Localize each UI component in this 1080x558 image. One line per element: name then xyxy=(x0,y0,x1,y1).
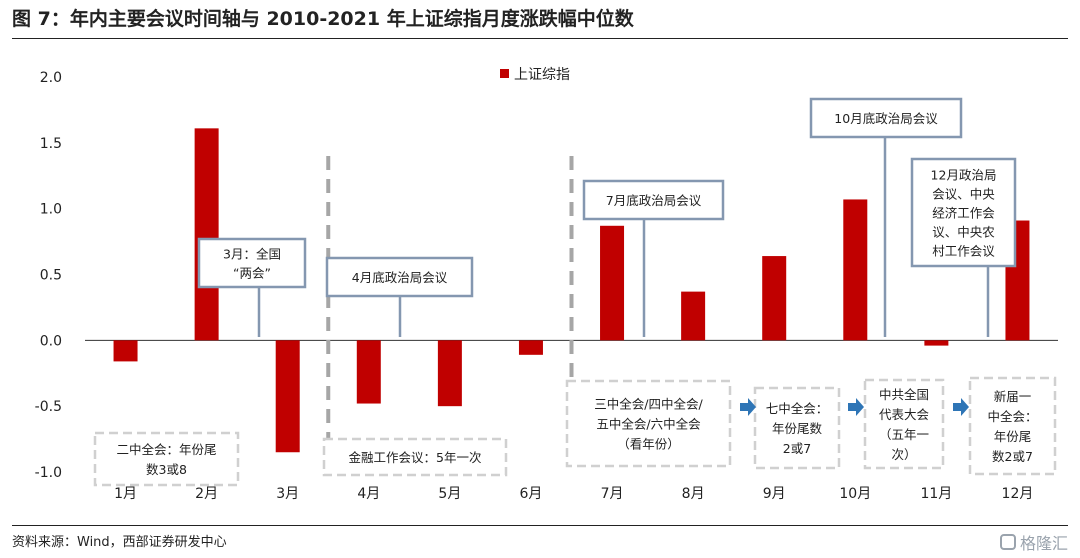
meeting-callout-text: “两会” xyxy=(233,266,271,281)
right-arrow-icon xyxy=(953,398,969,416)
plenum-note-text: 次） xyxy=(891,447,916,462)
plenum-note-text: 五中全会/六中全会 xyxy=(596,417,701,432)
plenum-note-text: 中全会： xyxy=(987,409,1037,424)
meeting-callout-frame xyxy=(910,157,1017,268)
x-tick-label: 11月 xyxy=(920,486,952,502)
x-tick-label: 9月 xyxy=(763,486,786,502)
top-rule xyxy=(12,38,1068,39)
plenum-note-frame xyxy=(565,379,732,468)
bar xyxy=(113,340,138,362)
watermark-text: 格隆汇 xyxy=(1019,534,1068,553)
meeting-callout: 10月底政治局会议 xyxy=(809,97,963,139)
plenum-note-text: 新届一 xyxy=(994,389,1032,404)
meeting-callout-text: 3月：全国 xyxy=(223,247,281,262)
x-tick-label: 3月 xyxy=(276,486,299,502)
bottom-rule xyxy=(12,525,1068,526)
chart-title: 图 7：年内主要会议时间轴与 2010-2021 年上证综指月度涨跌幅中位数 xyxy=(12,8,634,30)
x-tick-label: 1月 xyxy=(114,486,137,502)
meeting-callout: 3月：全国 “两会” xyxy=(197,237,307,289)
plenum-note-text: 2或7 xyxy=(783,441,811,456)
meeting-callout: 7月底政治局会议 xyxy=(582,179,725,221)
legend-label: 上证综指 xyxy=(514,67,570,83)
watermark-logo-icon xyxy=(999,534,1016,550)
y-tick-label: 1.0 xyxy=(40,202,62,218)
legend-swatch xyxy=(500,69,509,78)
plenum-note-text: 三中全会/四中全会/ xyxy=(594,397,703,412)
x-tick-label: 8月 xyxy=(682,486,705,502)
meeting-callout-frame xyxy=(197,237,307,289)
right-arrow-icon xyxy=(740,398,756,416)
meeting-callout-text: 10月底政治局会议 xyxy=(834,111,938,126)
x-tick-label: 10月 xyxy=(839,486,871,502)
meeting-callout-text: 12月政治局 xyxy=(931,168,997,183)
x-tick-label: 5月 xyxy=(438,486,461,502)
y-tick-label: 0.5 xyxy=(40,268,62,284)
bar xyxy=(194,128,219,341)
bar xyxy=(600,225,625,341)
bar xyxy=(762,256,787,341)
plenum-note-frame xyxy=(93,431,240,487)
bar xyxy=(924,340,949,346)
plenum-note: 金融工作会议：5年一次 xyxy=(322,437,508,477)
plenum-note-frame xyxy=(753,386,841,470)
meeting-callout-frame xyxy=(809,97,963,139)
plenum-note-text: 二中全会：年份尾 xyxy=(116,442,216,457)
meeting-callout-text: 会议、中央 xyxy=(932,187,995,202)
plenum-note-text: 中共全国 xyxy=(879,387,929,402)
x-tick-label: 4月 xyxy=(357,486,380,502)
plenum-note-text: 代表大会 xyxy=(879,407,930,422)
bar xyxy=(681,291,706,341)
y-tick-label: 2.0 xyxy=(40,70,62,86)
watermark: 格隆汇 xyxy=(999,530,1068,554)
plenum-note-text: 年份尾数 xyxy=(772,421,823,436)
right-arrow-icon xyxy=(848,398,864,416)
plenum-note-text: 年份尾 xyxy=(994,429,1032,444)
bar xyxy=(843,199,868,341)
meeting-callout-text: 议、中央农 xyxy=(932,225,995,240)
plenum-note-text: （看年份） xyxy=(617,437,680,452)
y-tick-label: 1.5 xyxy=(40,136,62,152)
x-tick-label: 2月 xyxy=(195,486,218,502)
plenum-note: 七中全会： 年份尾数 2或7 xyxy=(753,386,841,470)
x-tick-label: 6月 xyxy=(519,486,542,502)
y-tick-label: -0.5 xyxy=(35,399,62,415)
meeting-callout-text: 经济工作会 xyxy=(932,206,995,221)
meeting-callout-text: 村工作会议 xyxy=(932,244,995,259)
x-tick-label: 7月 xyxy=(601,486,624,502)
plenum-note-text: 金融工作会议：5年一次 xyxy=(349,450,482,465)
plenum-note-frame xyxy=(863,378,945,470)
plenum-note: 三中全会/四中全会/五中全会/六中全会 （看年份） xyxy=(565,379,732,468)
meeting-callout-frame xyxy=(582,179,725,221)
y-tick-label: 0.0 xyxy=(40,333,62,349)
meeting-callout-text: 4月底政治局会议 xyxy=(352,270,448,285)
bar xyxy=(275,340,300,453)
bar xyxy=(518,340,543,355)
plenum-note-frame xyxy=(322,437,508,477)
meeting-callout-frame xyxy=(325,256,474,298)
plenum-note-text: 数2或7 xyxy=(992,449,1033,464)
plenum-note-text: 数3或8 xyxy=(146,462,187,477)
meeting-callout: 4月底政治局会议 xyxy=(325,256,474,298)
y-tick-label: -1.0 xyxy=(35,465,62,481)
x-tick-label: 12月 xyxy=(1002,486,1034,502)
plenum-note-text: 七中全会： xyxy=(766,401,829,416)
plenum-note-frame xyxy=(968,376,1057,476)
meeting-callout-text: 7月底政治局会议 xyxy=(606,193,702,208)
bar xyxy=(437,340,462,407)
bar xyxy=(356,340,381,404)
source-note: 资料来源：Wind，西部证券研发中心 xyxy=(12,535,227,550)
plenum-note-text: （五年一 xyxy=(879,427,929,442)
